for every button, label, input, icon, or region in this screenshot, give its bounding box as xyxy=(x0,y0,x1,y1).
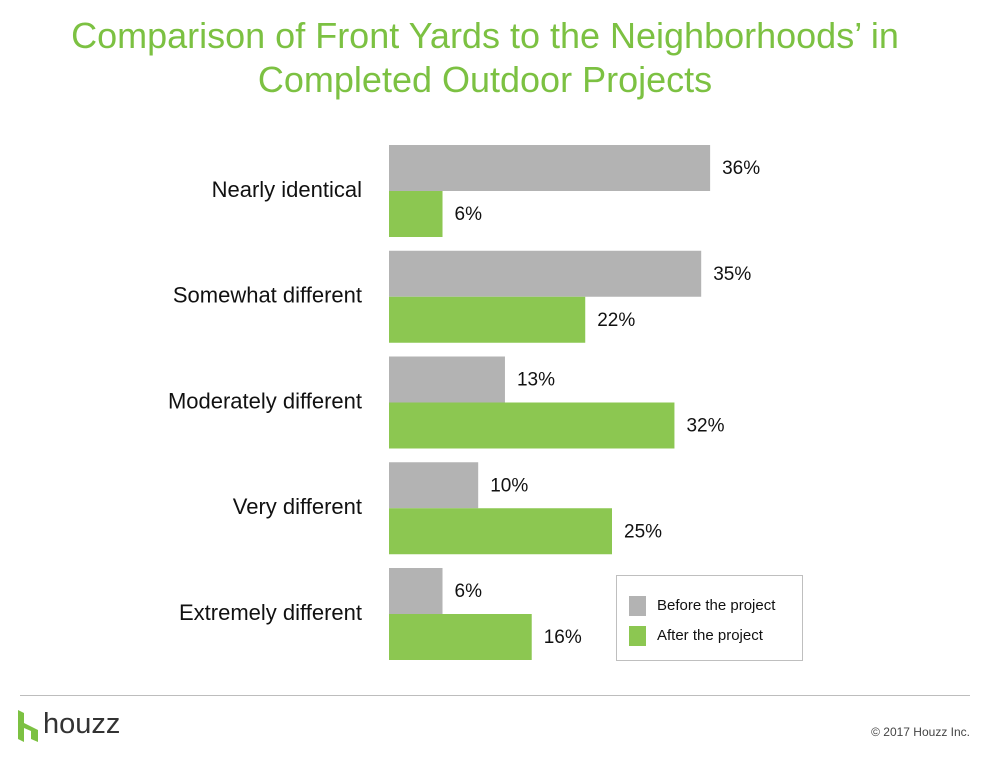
chart-legend: Before the project After the project xyxy=(616,575,803,661)
legend-label-before: Before the project xyxy=(657,597,776,614)
bar-after xyxy=(389,191,443,237)
data-label: 35% xyxy=(713,264,751,285)
legend-label-after: After the project xyxy=(657,627,763,644)
bar-before xyxy=(389,356,505,403)
bar-after xyxy=(389,614,532,660)
data-label: 13% xyxy=(517,370,555,391)
bar-after xyxy=(389,296,586,343)
brand-name: houzz xyxy=(43,708,121,740)
category-label: Somewhat different xyxy=(173,283,362,308)
data-label: 10% xyxy=(490,475,528,496)
bar-before xyxy=(389,250,702,297)
data-label: 25% xyxy=(624,521,662,542)
data-label: 16% xyxy=(544,627,582,648)
category-label: Extremely different xyxy=(179,600,362,625)
bar-after xyxy=(389,402,675,449)
bars-group: Nearly identical 36% 6% Somewhat different 3… xyxy=(168,145,760,660)
data-label: 32% xyxy=(686,416,724,437)
footer-divider xyxy=(20,695,970,696)
chart-title: Comparison of Front Yards to the Neighbo… xyxy=(71,15,899,100)
data-label: 6% xyxy=(455,581,483,602)
category-label: Moderately different xyxy=(168,388,362,413)
data-label: 36% xyxy=(722,158,760,179)
legend-swatch-before xyxy=(629,596,646,616)
bar-before xyxy=(389,145,711,191)
houzz-logo-icon xyxy=(18,710,38,742)
bar-after xyxy=(389,508,612,555)
category-label: Very different xyxy=(233,494,362,519)
bar-before xyxy=(389,462,479,509)
copyright-text: © 2017 Houzz Inc. xyxy=(871,725,970,739)
bar-chart: Nearly identical 36% 6% Somewhat different 3… xyxy=(168,145,760,660)
category-label: Nearly identical xyxy=(212,177,362,202)
bar-before xyxy=(389,568,443,614)
data-label: 22% xyxy=(597,310,635,331)
legend-swatch-after xyxy=(629,626,646,646)
data-label: 6% xyxy=(455,204,483,225)
